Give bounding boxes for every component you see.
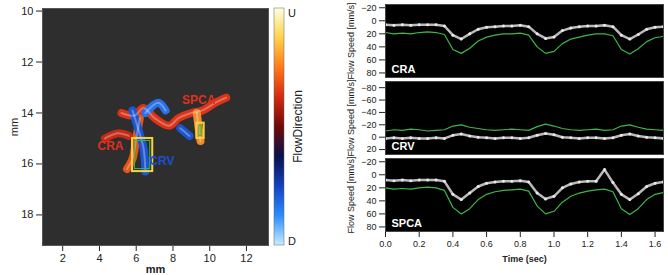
svg-text:FlowDirection: FlowDirection bbox=[291, 90, 305, 163]
svg-text:−40: −40 bbox=[361, 107, 376, 117]
svg-text:4: 4 bbox=[96, 252, 102, 264]
svg-text:18: 18 bbox=[21, 208, 33, 220]
svg-text:60: 60 bbox=[366, 55, 376, 65]
svg-text:0.4: 0.4 bbox=[447, 239, 460, 249]
svg-text:CRV: CRV bbox=[392, 140, 416, 152]
svg-text:CRA: CRA bbox=[392, 63, 416, 75]
svg-text:40: 40 bbox=[366, 196, 376, 206]
svg-text:14: 14 bbox=[21, 107, 33, 119]
svg-text:8: 8 bbox=[170, 252, 176, 264]
svg-text:6: 6 bbox=[133, 252, 139, 264]
svg-text:SPCA: SPCA bbox=[392, 217, 423, 229]
svg-text:0.8: 0.8 bbox=[514, 239, 527, 249]
svg-text:−60: −60 bbox=[361, 95, 376, 105]
svg-text:20: 20 bbox=[366, 183, 376, 193]
svg-text:1.0: 1.0 bbox=[548, 239, 561, 249]
svg-text:20: 20 bbox=[366, 29, 376, 39]
svg-text:1.4: 1.4 bbox=[615, 239, 628, 249]
svg-text:10: 10 bbox=[21, 5, 33, 17]
svg-text:Flow Speed [mm/s]: Flow Speed [mm/s] bbox=[346, 79, 356, 156]
svg-text:Flow Speed [mm/s]: Flow Speed [mm/s] bbox=[346, 156, 356, 233]
svg-text:80: 80 bbox=[366, 222, 376, 232]
svg-text:80: 80 bbox=[366, 68, 376, 78]
svg-text:CRA: CRA bbox=[97, 139, 123, 153]
svg-text:−80: −80 bbox=[361, 83, 376, 93]
svg-text:0: 0 bbox=[371, 170, 376, 180]
svg-text:−20: −20 bbox=[361, 120, 376, 130]
svg-text:mm: mm bbox=[146, 263, 166, 275]
svg-text:10: 10 bbox=[204, 252, 216, 264]
svg-text:0: 0 bbox=[371, 132, 376, 142]
svg-text:20: 20 bbox=[366, 144, 376, 154]
svg-text:16: 16 bbox=[21, 157, 33, 169]
svg-text:0: 0 bbox=[371, 16, 376, 26]
svg-text:SPCA: SPCA bbox=[182, 93, 216, 107]
svg-text:12: 12 bbox=[21, 56, 33, 68]
svg-text:0.0: 0.0 bbox=[379, 239, 392, 249]
svg-text:mm: mm bbox=[8, 118, 20, 136]
svg-text:−20: −20 bbox=[361, 157, 376, 167]
svg-text:40: 40 bbox=[366, 42, 376, 52]
svg-text:1.6: 1.6 bbox=[649, 239, 662, 249]
svg-text:2: 2 bbox=[60, 252, 66, 264]
svg-text:60: 60 bbox=[366, 209, 376, 219]
svg-text:D: D bbox=[288, 235, 296, 247]
svg-text:U: U bbox=[288, 7, 296, 19]
svg-text:12: 12 bbox=[240, 252, 252, 264]
svg-text:Flow Speed [mm/s]: Flow Speed [mm/s] bbox=[346, 2, 356, 79]
svg-text:−20: −20 bbox=[361, 3, 376, 13]
svg-text:0.6: 0.6 bbox=[480, 239, 493, 249]
svg-text:1.2: 1.2 bbox=[581, 239, 594, 249]
svg-text:0.2: 0.2 bbox=[413, 239, 426, 249]
svg-text:Time (sec): Time (sec) bbox=[502, 254, 546, 264]
svg-text:CRV: CRV bbox=[149, 154, 174, 168]
